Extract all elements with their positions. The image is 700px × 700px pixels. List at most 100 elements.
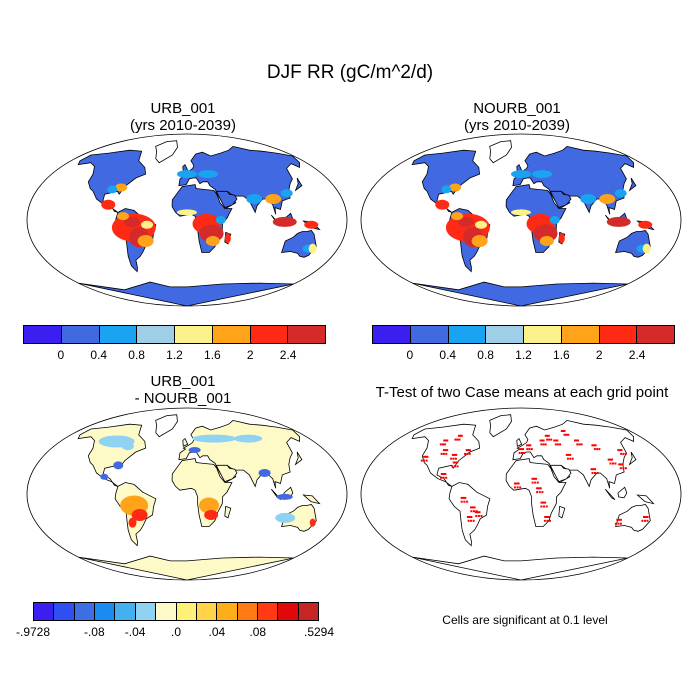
map-field-patch [121,442,134,451]
map-field-patch [198,170,219,179]
significant-cell [622,467,625,470]
colorbar-swatch [99,326,138,343]
coastline-southAmerica [448,482,491,547]
map-field-patch [137,235,154,248]
significant-cell [543,501,547,504]
significant-cell [454,438,457,441]
significant-cell [450,457,453,460]
colorbar-swatch [156,603,177,620]
significance-note: Cells are significant at 0.1 level [442,613,608,627]
map-field-patch [441,185,452,194]
significant-cell [531,481,534,484]
colorbar-tick-label: 1.6 [553,348,570,362]
significant-cell [536,481,539,484]
colorbar-swatch [176,603,197,620]
significant-cell [466,452,469,455]
main-title: DJF RR (gC/m^2/d) [266,62,434,83]
colorbar-tick-label: .08 [249,625,267,639]
significant-cell [596,448,599,451]
significant-cell [452,461,456,464]
coastline-japan [294,177,303,192]
significant-cell [531,477,535,480]
significant-cell [468,452,471,455]
map-field-patch [606,216,631,227]
map-field-patch [304,220,319,229]
significant-cell [440,473,444,475]
colorbar-swatch [61,326,100,343]
panel-title-nourb: NOURB_001 (yrs 2010-2039) [352,100,682,134]
significant-cell [622,452,625,455]
coastline-arabia [215,190,238,209]
significant-cell [553,439,557,442]
significant-cell [463,500,466,503]
colorbar-swatch [74,603,96,620]
significant-cell [541,439,545,442]
significant-cell [454,453,458,456]
coastline-greenland [155,140,178,164]
map-field-patch [308,243,317,254]
significant-cell [443,439,447,442]
map-field-patch [215,216,226,224]
map-ttest [360,407,682,581]
significant-cell [423,455,427,458]
significant-cell [513,486,516,489]
colorbar-swatch [599,326,638,343]
significant-cell [609,462,612,465]
colorbar-tick-label: 1.6 [204,348,221,362]
map-field-patch [638,220,653,229]
significant-cell [467,449,471,452]
significant-cell [442,476,445,479]
significant-cell [474,511,478,514]
significant-cell [516,482,520,485]
difference-field [77,414,321,580]
significant-cell [568,453,572,456]
colorbar-swatch [250,326,289,343]
significant-cell [463,496,467,499]
panel-title-urb: URB_001 (yrs 2010-2039) [18,100,348,134]
map-frame [360,133,682,307]
significant-cell [590,468,594,471]
coastline-antarctica [78,281,294,306]
colorbar-tick-label: 0.4 [90,348,108,362]
map-field-patch [451,212,464,221]
panel-title-urb-line2: (yrs 2010-2039) [130,117,236,134]
colorbar-tick-label: .5294 [303,625,335,639]
significant-cell [593,444,597,447]
coastline-arabia [549,464,572,483]
significant-cell [455,461,459,464]
map-urb [26,133,348,307]
significant-cell [646,519,649,522]
significant-cell [580,443,583,446]
map-field-patch [205,236,220,247]
coastline-madagascar [558,505,566,519]
significant-cell [560,430,564,432]
map-field-patch [123,216,140,227]
colorbar-swatch [237,603,258,620]
significant-cell [451,465,454,468]
coastline-japan [628,451,637,466]
significant-cell [466,516,470,518]
colorbar-swatch [115,603,136,620]
map-field-patch [107,185,118,194]
map-field-patch [580,193,597,204]
significant-cell [444,443,447,446]
significant-cell [617,522,620,525]
significant-cell [534,477,538,480]
significant-cell [546,519,549,522]
panel-title-diff-line1: URB_001 [150,373,216,390]
significant-cell [445,476,448,479]
significant-cell [519,486,522,489]
map-difference [26,407,348,581]
coastline-arabia [549,190,572,209]
map-field-patch [539,236,554,247]
significant-cell [465,449,469,452]
coastline-newGuinea [302,494,321,505]
map-field-patch [457,216,474,227]
significant-cell [470,506,473,509]
map-field-patch [275,512,296,523]
significant-cell [420,459,423,462]
colorbar-swatch [448,326,487,343]
colorbar-swatch [410,326,449,343]
map-field-patch [599,193,616,204]
coastline-arabia [215,464,238,483]
